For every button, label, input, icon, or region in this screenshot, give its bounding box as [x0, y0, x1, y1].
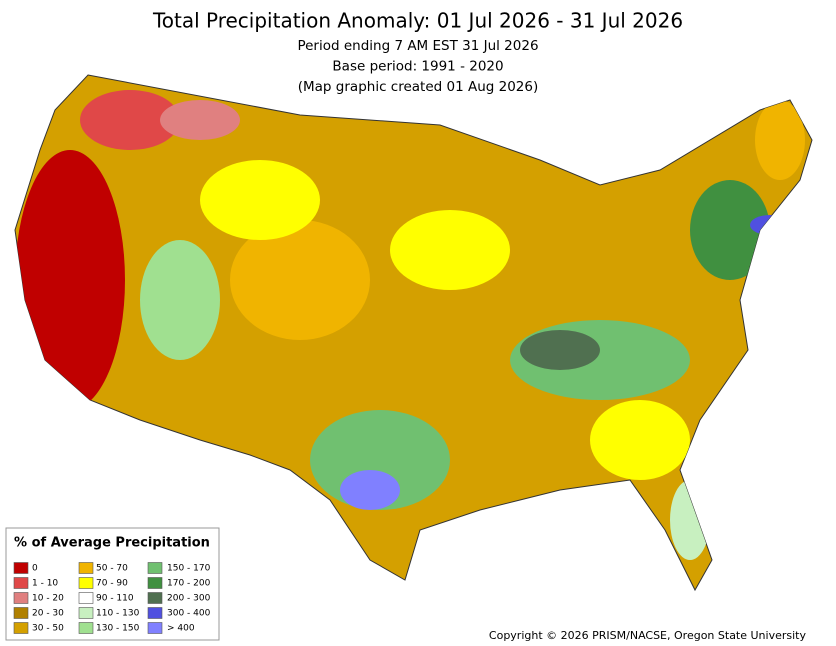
legend-swatch: [13, 607, 29, 619]
legend-label: 150 - 170: [167, 564, 211, 574]
legend-swatch: [147, 592, 163, 604]
legend-swatch: [78, 607, 94, 619]
legend-box: [5, 527, 220, 641]
legend-label: 90 - 110: [96, 594, 134, 604]
legend-label: 10 - 20: [32, 594, 64, 604]
legend-swatch: [13, 622, 29, 634]
legend-swatch: [147, 562, 163, 574]
legend-swatch: [13, 577, 29, 589]
legend-label: 170 - 200: [167, 579, 211, 589]
subtitle: Base period: 1991 - 2020: [332, 59, 503, 75]
legend-label: 50 - 70: [96, 564, 128, 574]
legend-label: 70 - 90: [96, 579, 128, 589]
subtitle: Period ending 7 AM EST 31 Jul 2026: [297, 38, 538, 54]
legend-label: 300 - 400: [167, 609, 211, 619]
legend-swatch: [147, 577, 163, 589]
legend-swatch: [78, 622, 94, 634]
legend-label: 20 - 30: [32, 609, 64, 619]
copyright: Copyright © 2026 PRISM/NACSE, Oregon Sta…: [489, 629, 807, 642]
subtitles: Period ending 7 AM EST 31 Jul 2026 Base p…: [297, 38, 538, 95]
legend: 0 1 - 10 10 - 20 20 - 30 30 - 50 50 - 70 70 - …: [13, 562, 211, 634]
legend-swatch: [78, 577, 94, 589]
legend-swatch: [147, 607, 163, 619]
anomaly-patches: [15, 90, 805, 560]
subtitle: (Map graphic created 01 Aug 2026): [298, 79, 539, 95]
title: Total Precipitation Anomaly: 01 Jul 2026…: [152, 9, 683, 33]
legend-label: 30 - 50: [32, 624, 64, 634]
legend-label: > 400: [167, 624, 195, 634]
legend-swatch: [13, 562, 29, 574]
legend-swatch: [147, 622, 163, 634]
legend-label: 1 - 10: [32, 579, 58, 589]
legend-swatch: [78, 592, 94, 604]
legend-label: 0: [32, 564, 38, 574]
legend-swatch: [13, 592, 29, 604]
legend-label: 200 - 300: [167, 594, 211, 604]
legend-label: 110 - 130: [96, 609, 140, 619]
legend-label: 130 - 150: [96, 624, 140, 634]
map: [14, 74, 813, 592]
legend-swatch: [78, 562, 94, 574]
legend-title: % of Average Precipitation: [14, 536, 210, 551]
